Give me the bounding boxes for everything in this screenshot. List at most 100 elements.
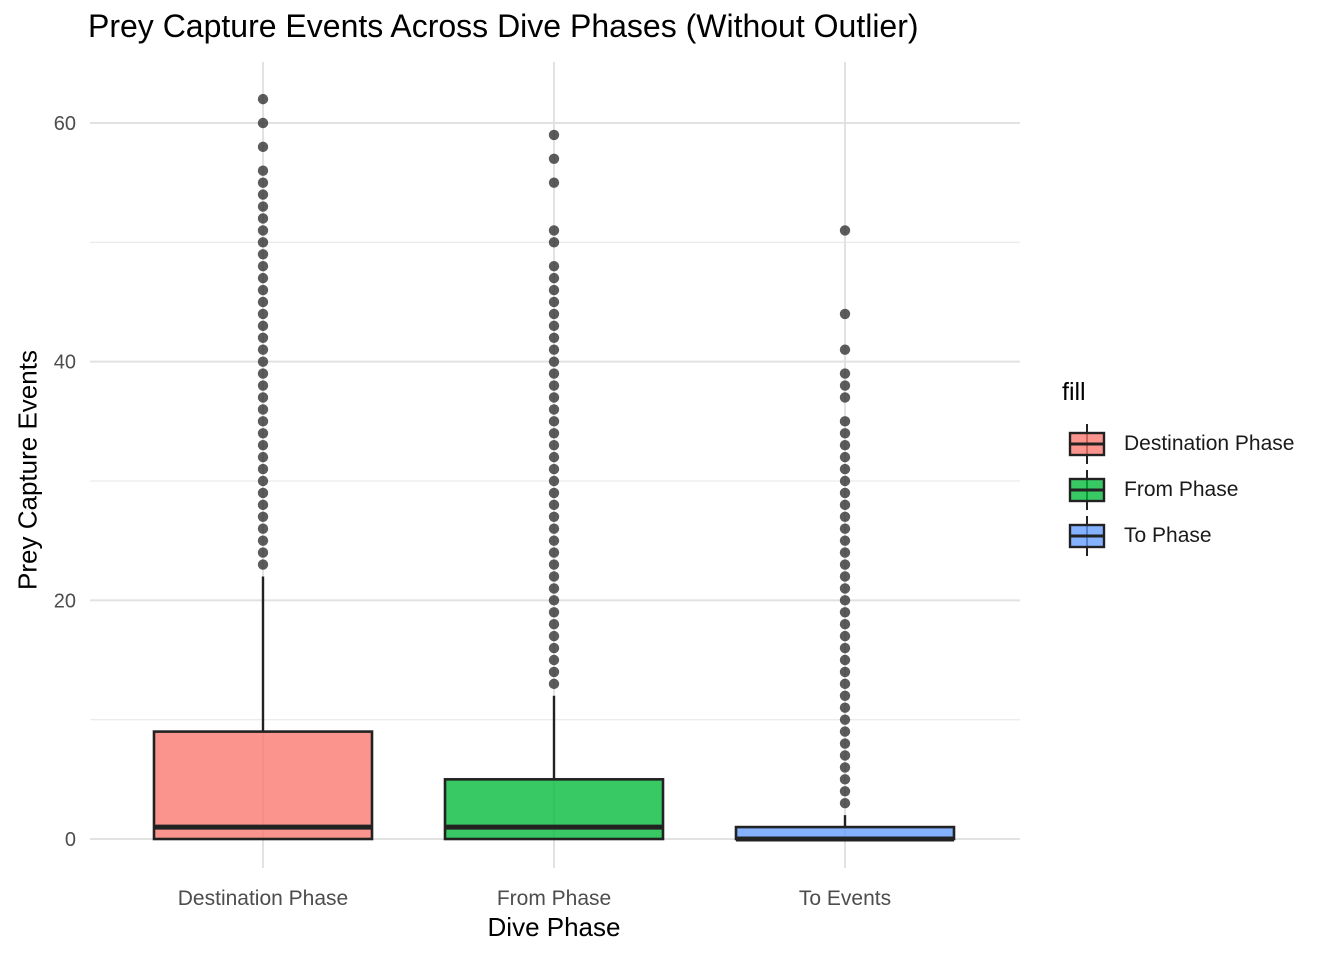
outlier-point (548, 487, 560, 499)
outlier-point (257, 547, 269, 558)
outlier-point (548, 368, 560, 379)
y-tick-label: 20 (54, 590, 76, 612)
outlier-point (839, 308, 851, 320)
outlier-point (548, 320, 560, 332)
outlier-point (257, 177, 269, 188)
outlier-point (257, 368, 269, 379)
outlier-point (257, 272, 269, 284)
outlier-point (548, 475, 560, 487)
outlier-point (548, 678, 560, 690)
outlier-point (839, 487, 851, 499)
outlier-point (548, 296, 560, 308)
outlier-point (839, 523, 851, 534)
outlier-point (839, 428, 851, 439)
outlier-point (257, 225, 269, 236)
outlier-point (548, 499, 560, 511)
box-destination-phase (152, 93, 374, 841)
outlier-point (839, 642, 851, 654)
outlier-point (839, 451, 851, 463)
legend-key-3 (1068, 516, 1106, 556)
outlier-point (839, 690, 851, 701)
outlier-point (839, 499, 851, 511)
outlier-point (548, 392, 560, 403)
outlier-point (257, 261, 269, 272)
outlier-point (548, 595, 560, 606)
outlier-point (257, 332, 269, 343)
outlier-point (257, 559, 269, 570)
outlier-point (548, 153, 560, 164)
outlier-point (257, 440, 269, 451)
outlier-point (839, 440, 851, 451)
outlier-point (257, 416, 269, 427)
outlier-point (548, 630, 560, 642)
outlier-point (548, 225, 560, 236)
outlier-point (257, 308, 269, 320)
outlier-point (839, 666, 851, 678)
outlier-point (839, 774, 851, 785)
outlier-point (839, 511, 851, 522)
boxes (152, 93, 956, 842)
outlier-point (548, 535, 560, 546)
outlier-point (257, 344, 269, 355)
outlier-point (257, 201, 269, 212)
box-body (152, 730, 374, 841)
outlier-point (839, 416, 851, 427)
outlier-point (839, 798, 851, 809)
outlier-point (548, 440, 560, 451)
y-tick-label: 40 (54, 352, 76, 374)
outlier-point (257, 237, 269, 248)
outlier-point (548, 380, 560, 391)
outlier-point (257, 499, 269, 511)
outlier-point (548, 619, 560, 630)
legend-key-2 (1068, 470, 1106, 510)
x-tick-label: Destination Phase (178, 887, 348, 910)
x-tick-label: From Phase (497, 887, 611, 910)
outlier-point (548, 463, 560, 475)
outlier-point (257, 380, 269, 391)
outlier-point (839, 225, 851, 236)
outlier-point (548, 272, 560, 284)
outlier-point (548, 308, 560, 320)
outlier-point (257, 213, 269, 224)
outlier-point (839, 392, 851, 403)
outlier-point (839, 583, 851, 594)
outlier-point (548, 404, 560, 415)
outlier-point (257, 296, 269, 308)
y-axis-label: Prey Capture Events (12, 350, 43, 590)
outlier-point (839, 535, 851, 546)
outlier-point (839, 630, 851, 642)
outlier-point (548, 261, 560, 272)
x-axis-label: Dive Phase (487, 912, 621, 942)
box-body (443, 778, 665, 841)
outlier-point (839, 607, 851, 618)
outlier-point (548, 332, 560, 343)
outlier-point (548, 607, 560, 618)
outlier-point (257, 511, 269, 522)
outlier-point (548, 428, 560, 439)
legend-label-destination: Destination Phase (1124, 432, 1295, 455)
outlier-point (257, 392, 269, 403)
outlier-point (548, 284, 560, 296)
outlier-point (548, 237, 560, 248)
legend-title: fill (1062, 378, 1086, 406)
outlier-point (548, 571, 560, 582)
box-from-phase (443, 129, 665, 841)
outlier-point (839, 750, 851, 761)
outlier-point (839, 368, 851, 379)
outlier-point (257, 356, 269, 367)
legend-keys (1068, 424, 1106, 556)
outlier-point (548, 344, 560, 355)
outlier-point (548, 559, 560, 570)
outlier-point (839, 762, 851, 773)
outlier-point (548, 129, 560, 141)
outlier-point (548, 666, 560, 678)
outlier-point (257, 487, 269, 499)
outlier-point (257, 463, 269, 475)
axis-ticks: 0 20 40 60 Destination Phase From Phase To Eve… (54, 113, 891, 910)
outlier-point (839, 559, 851, 570)
outlier-point (257, 404, 269, 415)
outlier-point (839, 380, 851, 391)
outlier-point (257, 284, 269, 296)
